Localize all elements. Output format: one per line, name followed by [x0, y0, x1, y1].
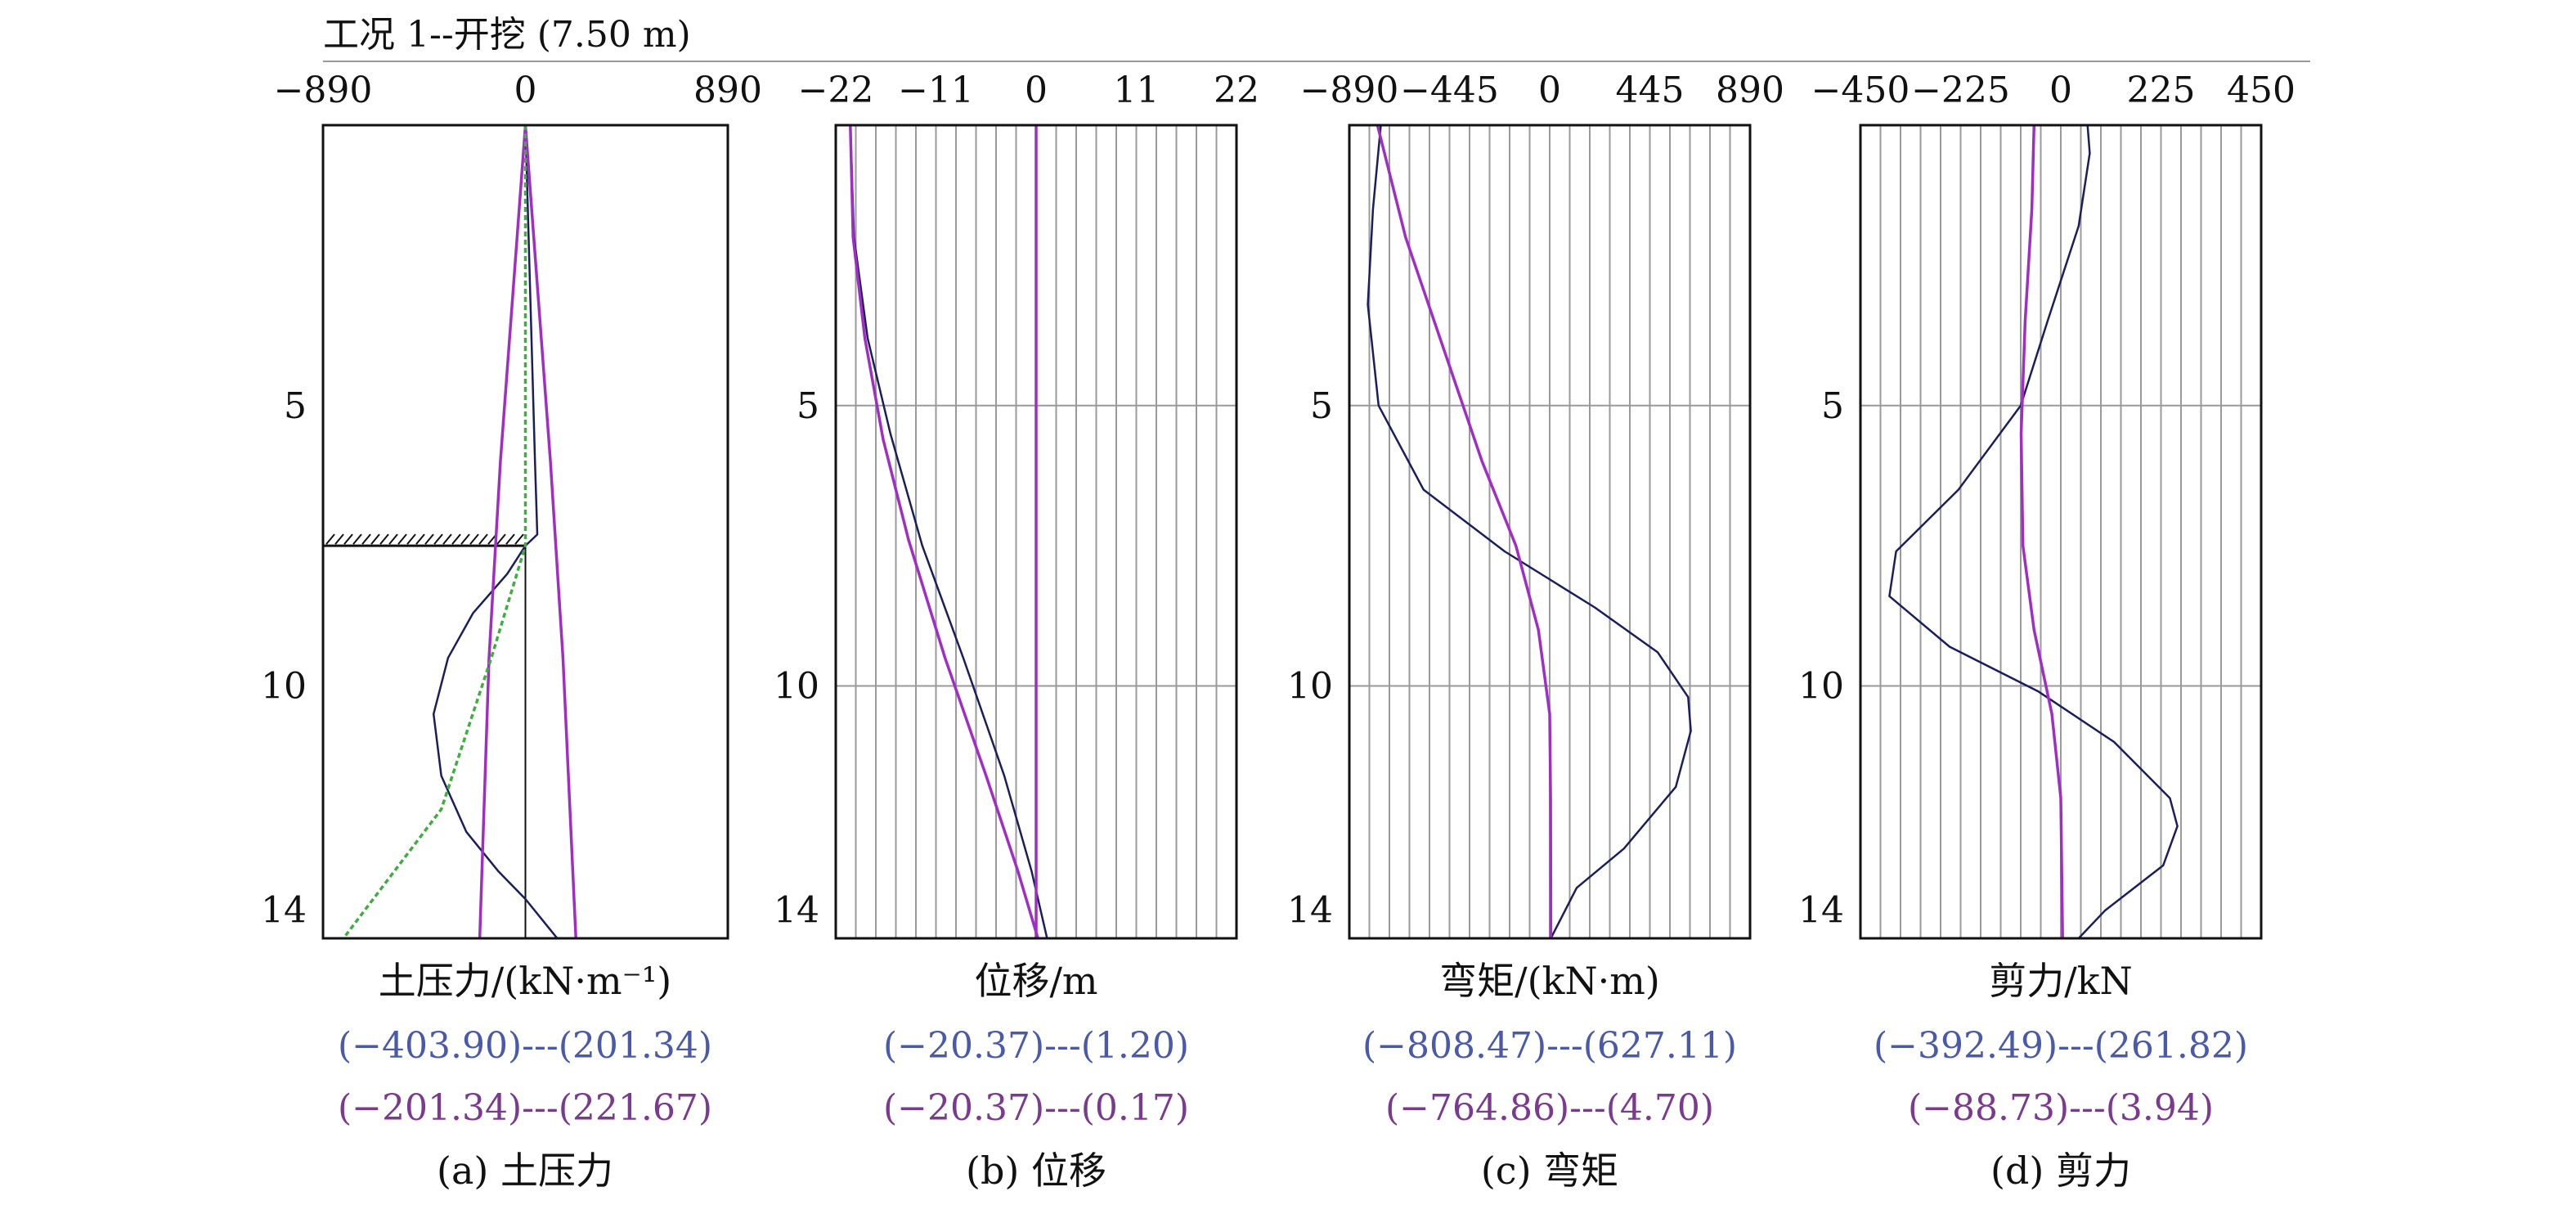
excavation-hatch	[361, 533, 371, 545]
extremes-current: (−88.73)---(3.94)	[1908, 1087, 2214, 1129]
excavation-hatch	[415, 533, 425, 545]
panel-a: −890 0 890 5 10 14 土压力/(kN·m⁻¹) (−403.90)---(20…	[261, 70, 762, 1193]
x-axis-label: 位移/m	[974, 959, 1097, 1003]
excavation-hatch	[370, 533, 380, 545]
y-tick-label: 14	[774, 890, 819, 932]
series-current	[849, 124, 1039, 939]
excavation-hatch	[442, 533, 452, 545]
plot-frame	[1859, 124, 2263, 940]
y-tick-label: 5	[1310, 385, 1333, 427]
extremes-envelope: (−808.47)---(627.11)	[1362, 1025, 1737, 1067]
excavation-hatch	[478, 533, 488, 545]
series-envelope	[432, 124, 559, 939]
x-tick-label: 0	[1538, 70, 1561, 111]
plot-frame	[1348, 124, 1752, 940]
excavation-hatch	[343, 533, 353, 545]
x-axis-label: 剪力/kN	[1989, 959, 2133, 1003]
panel-caption: (a) 土压力	[437, 1149, 613, 1193]
panel-b: −22 −11 0 11 22 5 10 14 位移/m (−20.37)---(1.20) (−2…	[774, 70, 1259, 1193]
excavation-hatch	[433, 533, 443, 545]
excavation-hatch	[379, 533, 389, 545]
panel-caption: (c) 弯矩	[1481, 1149, 1618, 1193]
x-tick-label: 445	[1616, 70, 1685, 111]
excavation-hatch	[424, 533, 434, 545]
plot-frame	[834, 124, 1238, 940]
plot-frame	[321, 124, 729, 940]
y-tick-label: 10	[774, 666, 819, 708]
y-tick-label: 14	[1287, 890, 1333, 932]
series-envelope	[1888, 124, 2179, 939]
y-tick-label: 5	[797, 385, 819, 427]
excavation-hatch	[334, 533, 344, 545]
x-tick-label: −22	[798, 70, 874, 111]
excavation-hatch	[352, 533, 362, 545]
excavation-hatch	[514, 533, 524, 545]
x-axis-label: 土压力/(kN·m⁻¹)	[379, 959, 671, 1003]
extremes-current: (−20.37)---(0.17)	[883, 1087, 1189, 1129]
excavation-hatch	[406, 533, 416, 545]
panel-caption: (d) 剪力	[1990, 1149, 2131, 1193]
x-tick-label: −445	[1400, 70, 1499, 111]
x-tick-label: 450	[2227, 70, 2296, 111]
x-tick-label: 225	[2127, 70, 2196, 111]
x-tick-label: 0	[514, 70, 537, 111]
extremes-current: (−201.34)---(221.67)	[338, 1087, 712, 1129]
x-tick-label: 0	[2049, 70, 2072, 111]
x-tick-label: −450	[1811, 70, 1910, 111]
x-tick-label: 0	[1025, 70, 1048, 111]
x-tick-label: −890	[274, 70, 373, 111]
extremes-envelope: (−392.49)---(261.82)	[1874, 1025, 2248, 1067]
x-axis-label: 弯矩/(kN·m)	[1439, 959, 1660, 1003]
excavation-hatch	[460, 533, 470, 545]
excavation-hatch	[451, 533, 461, 545]
y-tick-label: 10	[1798, 666, 1844, 708]
panel-caption: (b) 位移	[966, 1149, 1106, 1193]
excavation-hatch	[397, 533, 407, 545]
excavation-hatch	[496, 533, 506, 545]
x-tick-label: 890	[693, 70, 762, 111]
extremes-envelope: (−20.37)---(1.20)	[883, 1025, 1189, 1067]
y-tick-label: 5	[284, 385, 307, 427]
excavation-hatch	[469, 533, 479, 545]
panel-c: −890 −445 0 445 890 5 10 14 弯矩/(kN·m) (−808.47)--…	[1287, 70, 1784, 1193]
x-tick-label: 22	[1214, 70, 1259, 111]
extremes-envelope: (−403.90)---(201.34)	[338, 1025, 712, 1067]
series-current-b	[523, 124, 577, 939]
x-tick-label: −890	[1300, 70, 1399, 111]
title-rule	[323, 61, 2310, 62]
excavation-hatch	[325, 533, 335, 545]
x-tick-label: −225	[1911, 70, 2010, 111]
series-envelope	[1367, 124, 1692, 939]
y-tick-label: 14	[261, 890, 307, 932]
x-tick-label: 11	[1114, 70, 1160, 111]
excavation-hatch	[505, 533, 515, 545]
x-tick-label: 890	[1716, 70, 1784, 111]
series-active-pressure	[342, 125, 527, 940]
panel-d: −450 −225 0 225 450 5 10 14 剪力/kN (−392.49)---(26…	[1798, 70, 2296, 1193]
extremes-current: (−764.86)---(4.70)	[1385, 1087, 1714, 1129]
figure-title: 工况 1--开挖 (7.50 m)	[323, 14, 691, 56]
series-envelope	[849, 124, 1048, 939]
y-tick-label: 14	[1798, 890, 1844, 932]
x-tick-label: −11	[898, 70, 974, 111]
y-tick-label: 10	[261, 666, 307, 708]
series-current	[2019, 124, 2064, 939]
excavation-hatch	[388, 533, 398, 545]
y-tick-label: 10	[1287, 666, 1333, 708]
series-current-a	[478, 124, 527, 939]
series-current	[1376, 124, 1553, 939]
y-tick-label: 5	[1821, 385, 1844, 427]
